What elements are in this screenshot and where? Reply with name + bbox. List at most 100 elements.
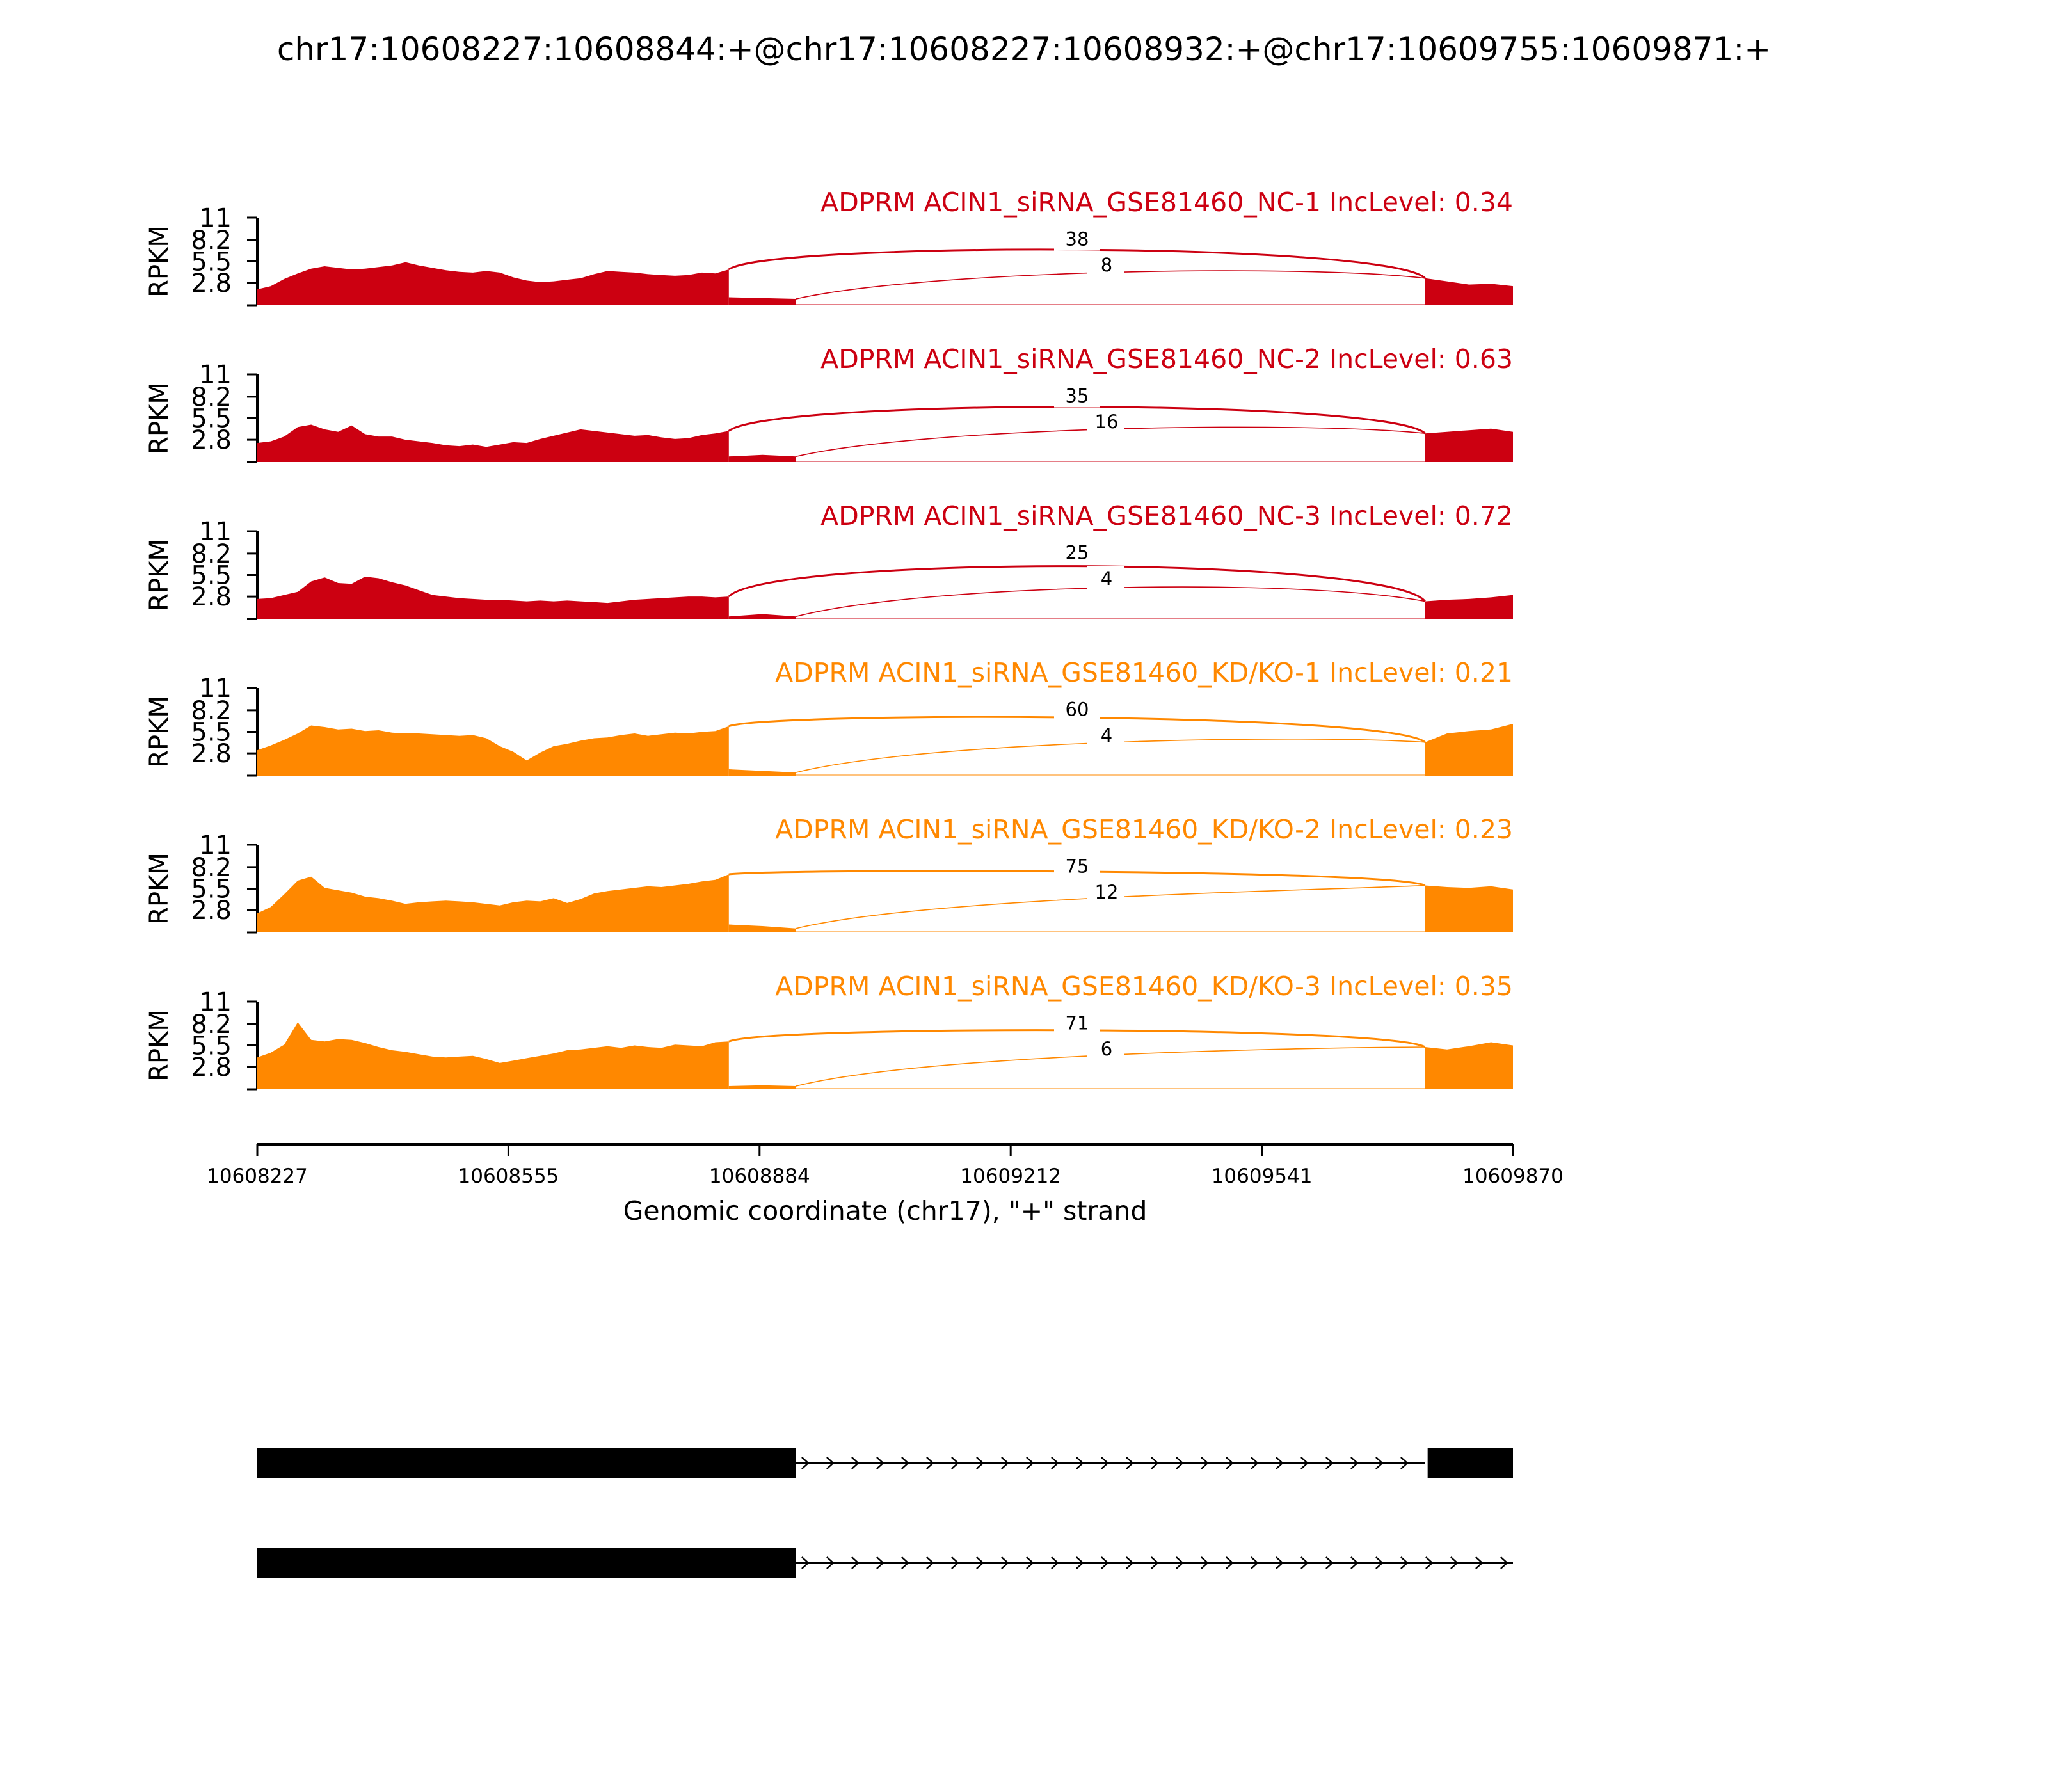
strand-chevron xyxy=(1400,1457,1409,1469)
coverage-exon1 xyxy=(257,725,729,776)
junction-count-skip: 25 xyxy=(1066,542,1089,564)
exon-block xyxy=(257,1448,796,1478)
coverage-exon1 xyxy=(257,1022,729,1089)
strand-chevron xyxy=(976,1556,984,1569)
strand-chevron xyxy=(1300,1457,1309,1469)
track-label: ADPRM ACIN1_siRNA_GSE81460_NC-3 IncLevel… xyxy=(820,500,1513,531)
y-tick-label: 8.2 xyxy=(191,1010,232,1039)
junction-count-skip: 60 xyxy=(1066,699,1089,721)
track-label: ADPRM ACIN1_siRNA_GSE81460_NC-2 IncLevel… xyxy=(820,344,1513,374)
coverage-alt-region xyxy=(728,454,796,462)
strand-chevron xyxy=(1475,1556,1484,1569)
track-3: 2.85.58.211 RPKM 25 4 ADPRM ACIN1_siRNA_GSE8… xyxy=(145,500,1513,620)
strand-chevron xyxy=(801,1556,810,1569)
y-tick-label: 11 xyxy=(199,204,232,233)
strand-chevron xyxy=(1026,1457,1034,1469)
junction-count-bg xyxy=(1087,252,1124,276)
junction-count-bg xyxy=(1087,723,1124,746)
strand-chevron xyxy=(1400,1556,1409,1569)
strand-chevron xyxy=(1350,1556,1359,1569)
strand-chevron xyxy=(1500,1556,1508,1569)
strand-chevron xyxy=(851,1556,860,1569)
junction-count-bg xyxy=(1054,540,1100,564)
coverage-exon2 xyxy=(1425,885,1513,932)
isoform-2 xyxy=(257,1548,1513,1578)
strand-chevron xyxy=(1300,1556,1309,1569)
track-6: 2.85.58.211 RPKM 71 6 ADPRM ACIN1_siRNA_GSE8… xyxy=(145,971,1513,1091)
y-axis-label: RPKM xyxy=(145,539,174,611)
coverage-exon2 xyxy=(1425,428,1513,462)
strand-chevron xyxy=(1126,1457,1134,1469)
y-tick-label: 11 xyxy=(199,674,232,703)
strand-chevron xyxy=(1151,1556,1159,1569)
y-tick-label: 8.2 xyxy=(191,540,232,569)
strand-chevron xyxy=(876,1556,884,1569)
junction-count-bg xyxy=(1054,696,1100,721)
y-axis-label: RPKM xyxy=(145,225,174,298)
coverage-exon1 xyxy=(257,577,729,619)
y-tick-label: 11 xyxy=(199,517,232,547)
coverage-alt-region xyxy=(728,1085,796,1089)
x-axis: 10608227 10608555 10608884 10609212 10609541… xyxy=(207,1143,1564,1188)
y-tick-label: 11 xyxy=(199,360,232,390)
y-tick-label: 5.5 xyxy=(191,875,232,904)
coverage-exon2 xyxy=(1425,595,1513,619)
strand-chevron xyxy=(1375,1457,1384,1469)
junction-count-bg xyxy=(1054,853,1100,878)
strand-chevron xyxy=(876,1457,884,1469)
y-tick-label: 2.8 xyxy=(191,739,232,769)
y-tick-label: 8.2 xyxy=(191,226,232,255)
junction-count-bg xyxy=(1054,1010,1100,1035)
junction-arc-skip xyxy=(728,565,1426,602)
strand-chevron xyxy=(1001,1457,1009,1469)
y-axis-label: RPKM xyxy=(145,696,174,768)
x-tick-label: 10609541 xyxy=(1212,1165,1313,1188)
strand-chevron xyxy=(851,1457,860,1469)
coverage-exon2 xyxy=(1425,278,1513,305)
coverage-alt-region xyxy=(728,924,796,932)
exon-block xyxy=(257,1548,796,1578)
junction-count-inclusion: 4 xyxy=(1101,568,1112,589)
exon-block xyxy=(1427,1448,1513,1478)
y-axis-label: RPKM xyxy=(145,1009,174,1082)
x-axis-label: Genomic coordinate (chr17), "+" strand xyxy=(623,1196,1148,1226)
y-tick-label: 8.2 xyxy=(191,696,232,726)
strand-chevron xyxy=(1026,1556,1034,1569)
junction-count-inclusion: 4 xyxy=(1101,724,1112,746)
y-tick-label: 2.8 xyxy=(191,426,232,455)
track-4: 2.85.58.211 RPKM 60 4 ADPRM ACIN1_siRNA_GSE8… xyxy=(145,657,1513,777)
track-label: ADPRM ACIN1_siRNA_GSE81460_KD/KO-2 IncLe… xyxy=(775,814,1513,845)
y-tick-label: 5.5 xyxy=(191,248,232,277)
junction-count-bg xyxy=(1054,383,1100,408)
strand-chevron xyxy=(1101,1556,1109,1569)
y-tick-label: 5.5 xyxy=(191,718,232,748)
track-label: ADPRM ACIN1_siRNA_GSE81460_KD/KO-1 IncLe… xyxy=(775,657,1513,688)
y-tick-label: 5.5 xyxy=(191,404,232,434)
coverage-alt-region xyxy=(728,769,796,776)
x-tick-label: 10608227 xyxy=(207,1165,308,1188)
strand-chevron xyxy=(1201,1457,1209,1469)
coverage-exon1 xyxy=(257,874,729,932)
strand-chevron xyxy=(1076,1556,1084,1569)
y-tick-label: 2.8 xyxy=(191,896,232,925)
junction-count-bg xyxy=(1054,226,1100,251)
strand-chevron xyxy=(826,1457,835,1469)
strand-chevron xyxy=(1201,1556,1209,1569)
strand-chevron xyxy=(1251,1556,1259,1569)
x-tick-label: 10608884 xyxy=(709,1165,810,1188)
y-tick-label: 2.8 xyxy=(191,582,232,612)
y-tick-label: 5.5 xyxy=(191,561,232,591)
strand-chevron xyxy=(1126,1556,1134,1569)
coverage-alt-region xyxy=(728,614,796,619)
coverage-exon1 xyxy=(257,262,729,305)
strand-chevron xyxy=(951,1556,959,1569)
strand-chevron xyxy=(926,1556,934,1569)
strand-chevron xyxy=(1226,1556,1234,1569)
isoform-1 xyxy=(257,1448,1513,1478)
strand-chevron xyxy=(1001,1556,1009,1569)
junction-count-bg xyxy=(1087,566,1124,589)
junction-count-skip: 75 xyxy=(1066,856,1089,877)
strand-chevron xyxy=(826,1556,835,1569)
